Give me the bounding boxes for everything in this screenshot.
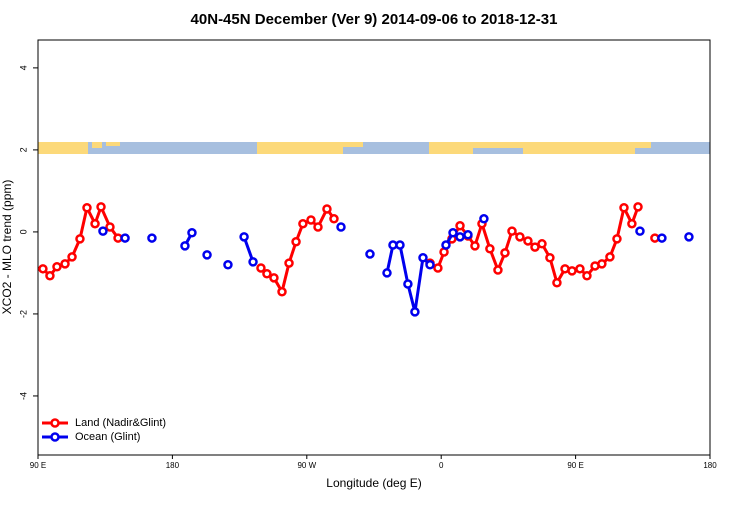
data-point [52,262,62,272]
x-tick-label: 180 [703,461,717,470]
data-point [96,202,106,212]
data-point [567,266,577,276]
data-point [448,227,458,238]
data-point [633,202,643,212]
legend-label: Land (Nadir&Glint) [75,417,166,429]
data-point [187,227,197,238]
data-point [684,232,694,242]
land-strip [92,142,102,148]
data-point [657,233,667,243]
legend-marker [50,418,60,428]
data-point [523,236,533,246]
legend-label: Ocean (Glint) [75,431,140,443]
data-point [441,240,451,250]
data-point [479,214,489,224]
data-point [82,202,92,213]
land-strip [257,142,343,154]
data-point [612,234,622,244]
data-point [627,218,637,229]
x-tick-label: 90 W [297,461,316,470]
land-strip [429,142,473,154]
data-point [365,249,375,259]
data-point [262,268,272,279]
data-point [455,232,465,242]
data-point [223,259,233,270]
y-tick-label: 2 [18,147,28,152]
data-point [313,222,323,232]
data-point [90,218,100,229]
x-tick-label: 90 E [30,461,46,470]
x-tick-label: 0 [439,461,444,470]
data-point [552,278,562,288]
data-point [256,263,266,273]
data-point [329,214,339,224]
y-tick-label: 0 [18,229,28,234]
data-point [395,240,405,250]
data-point [470,241,480,251]
land-strip [635,142,651,148]
land-strip [523,142,635,154]
data-point [284,258,294,268]
data-point [545,253,555,263]
x-tick-label: 180 [166,461,180,470]
data-point [202,250,212,260]
data-point [269,273,279,283]
data-point [582,271,592,281]
data-point [98,226,108,236]
land-ocean-strip [38,142,710,154]
data-point [382,268,392,278]
data-point [239,232,249,242]
y-tick-label: -2 [18,310,28,318]
data-point [336,222,346,232]
data-point [635,226,645,236]
data-point [455,221,465,231]
data-point [38,264,48,274]
data-point [75,234,85,244]
data-point [500,248,510,258]
data-point [418,253,428,263]
data-point [291,237,301,247]
data-point [248,257,258,267]
data-point [180,241,190,251]
data-point [298,218,308,229]
y-tick-label: -4 [18,392,28,400]
land-strip [38,142,88,154]
data-point [485,243,495,254]
data-point [60,259,70,269]
data-point [493,265,503,275]
data-point [306,215,316,225]
data-point [433,263,443,273]
land-strip [106,142,120,146]
data-point [322,204,332,214]
data-point [425,259,435,270]
data-point [597,259,607,269]
data-point [575,264,585,274]
plot-frame [37,39,711,456]
legend-marker [50,432,60,442]
data-point [530,242,540,252]
data-point [463,230,473,240]
data-point [277,287,287,297]
data-point [45,271,55,281]
data-point [537,239,547,249]
y-axis-label: XCO2 - MLO trend (ppm) [0,180,14,315]
data-point [605,252,615,262]
y-tick-label: 4 [18,65,28,70]
data-point [105,222,115,232]
land-strip [343,142,363,147]
data-point [410,307,420,317]
data-point [147,233,157,243]
x-axis-label: Longitude (deg E) [326,476,421,490]
data-point [515,232,525,242]
data-point [67,252,77,262]
data-point [619,202,629,213]
land-strip [473,142,523,148]
chart-title: 40N-45N December (Ver 9) 2014-09-06 to 2… [191,11,558,28]
data-point [507,226,517,236]
x-tick-label: 90 E [567,461,583,470]
data-point [403,279,413,289]
data-point [120,233,130,243]
